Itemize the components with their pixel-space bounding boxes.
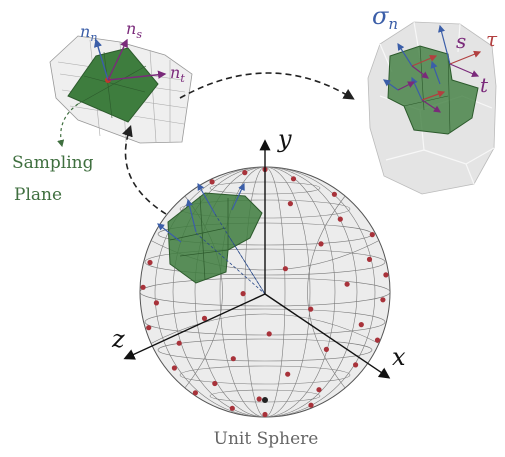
sample-point bbox=[323, 346, 329, 352]
sample-point bbox=[140, 284, 146, 290]
sample-point bbox=[240, 291, 246, 297]
y-axis-label: y bbox=[277, 125, 292, 153]
sample-point bbox=[358, 322, 364, 328]
sample-point bbox=[308, 306, 314, 312]
sample-point bbox=[287, 201, 293, 207]
sigma-n-label: σn bbox=[372, 2, 398, 33]
sample-point bbox=[383, 272, 389, 278]
sample-points bbox=[140, 166, 389, 418]
sample-point bbox=[331, 191, 337, 197]
s-label: s bbox=[456, 29, 466, 53]
sample-point bbox=[229, 405, 235, 411]
x-axis-label: x bbox=[392, 343, 406, 371]
z-axis-label: z bbox=[111, 325, 125, 353]
sample-point bbox=[256, 396, 262, 402]
sample-point bbox=[266, 331, 272, 337]
sample-point bbox=[201, 315, 208, 321]
sample-point bbox=[337, 216, 343, 222]
sample-point bbox=[318, 241, 324, 247]
sample-point bbox=[209, 179, 215, 185]
x-axis bbox=[264, 293, 391, 379]
sample-point bbox=[353, 362, 359, 368]
sample-point bbox=[192, 390, 198, 396]
sample-point bbox=[366, 256, 373, 262]
sample-point bbox=[230, 356, 236, 362]
n-t-vector bbox=[107, 70, 167, 81]
n-n-vector bbox=[93, 38, 109, 81]
sampling-plane-label-2: Plane bbox=[14, 185, 62, 205]
plane-caption-arrow bbox=[57, 103, 79, 148]
stress-patch-view: σn s τ t bbox=[367, 2, 498, 195]
sphere-patch bbox=[157, 182, 266, 295]
n-s-vector bbox=[107, 38, 128, 81]
connector-arrows bbox=[122, 72, 355, 215]
sample-point bbox=[147, 259, 153, 266]
n-n-label: nn bbox=[80, 22, 97, 44]
sample-point bbox=[285, 371, 291, 377]
sample-point bbox=[344, 281, 350, 287]
sample-point bbox=[369, 232, 375, 238]
tau-label: τ bbox=[486, 27, 498, 51]
t-label: t bbox=[480, 73, 489, 97]
sphere-caption: Unit Sphere bbox=[214, 429, 319, 449]
z-axis bbox=[123, 293, 266, 360]
n-t-label: nt bbox=[170, 63, 185, 85]
sample-point bbox=[262, 411, 268, 418]
axes: y x z bbox=[111, 125, 406, 379]
sample-point bbox=[308, 402, 314, 408]
sampling-plane-label-1: Sampling bbox=[12, 153, 94, 173]
sample-point bbox=[316, 387, 322, 393]
sample-point bbox=[153, 300, 159, 306]
sample-point bbox=[380, 297, 386, 303]
sample-point bbox=[374, 337, 381, 343]
south-pole-dot bbox=[262, 397, 268, 403]
sample-point bbox=[212, 380, 218, 387]
sample-point bbox=[242, 170, 248, 176]
sample-point bbox=[290, 176, 297, 182]
sample-point bbox=[146, 325, 152, 331]
sample-point bbox=[282, 266, 288, 272]
sample-point bbox=[176, 340, 182, 346]
sphere-to-plane-arrow bbox=[122, 124, 167, 215]
sample-point bbox=[171, 365, 177, 371]
sampling-plane-view: nn ns nt bbox=[49, 19, 193, 144]
plane-to-patch-arrow bbox=[179, 72, 355, 100]
n-s-label: ns bbox=[126, 19, 142, 41]
